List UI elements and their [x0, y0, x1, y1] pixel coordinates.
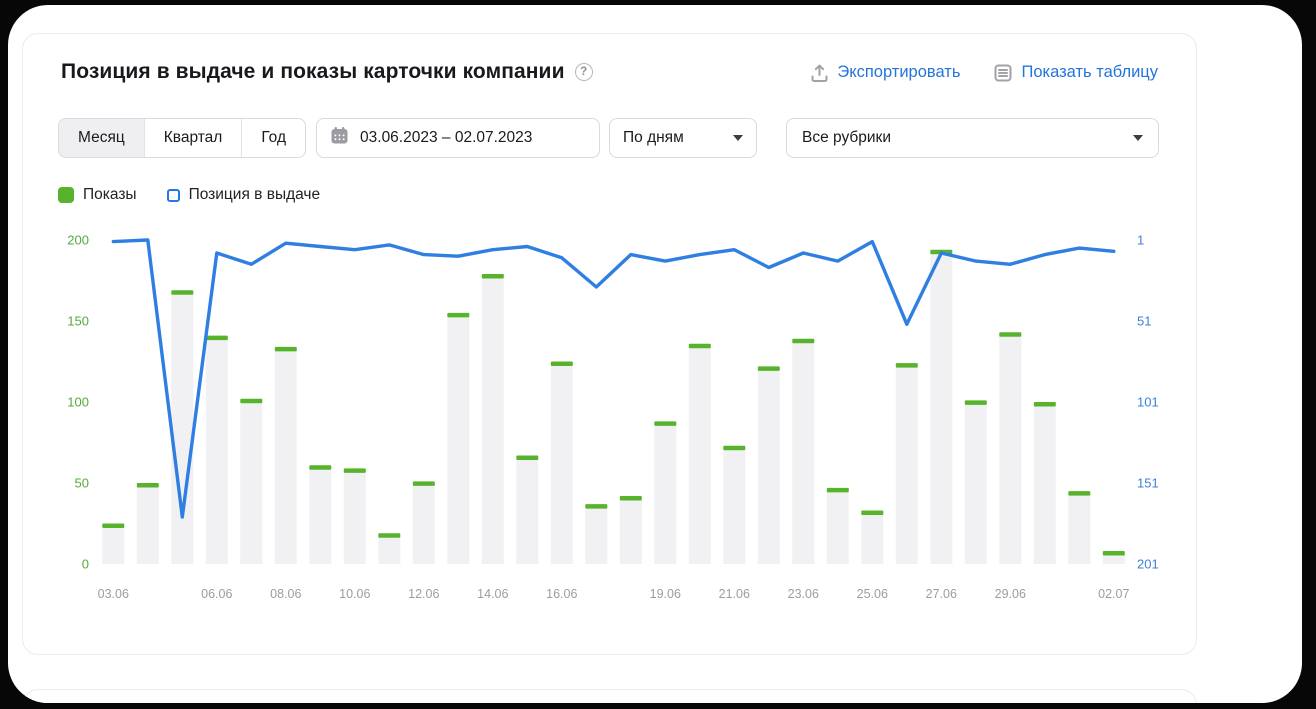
- show-table-label: Показать таблицу: [1021, 63, 1158, 81]
- svg-text:19.06: 19.06: [650, 587, 681, 601]
- granularity-select[interactable]: По дням: [609, 118, 758, 158]
- svg-text:51: 51: [1137, 314, 1151, 329]
- svg-text:21.06: 21.06: [719, 587, 750, 601]
- legend-item-impressions[interactable]: Показы: [58, 186, 137, 204]
- svg-text:16.06: 16.06: [546, 587, 577, 601]
- svg-text:100: 100: [67, 395, 89, 410]
- svg-text:08.06: 08.06: [270, 587, 301, 601]
- svg-text:10.06: 10.06: [339, 587, 370, 601]
- position-swatch: [166, 188, 180, 202]
- legend-position-label: Позиция в выдаче: [188, 186, 321, 203]
- date-range-value: 03.06.2023 – 02.07.2023: [360, 129, 533, 146]
- svg-text:03.06: 03.06: [98, 587, 129, 601]
- page-title: Позиция в выдаче и показы карточки компа…: [61, 60, 565, 83]
- calendar-icon: [330, 126, 349, 150]
- filter-row: Месяц Квартал Год 03.06.2023 – 02.07.202…: [58, 118, 1159, 158]
- svg-text:02.07: 02.07: [1098, 587, 1129, 601]
- tab-year[interactable]: Год: [261, 129, 287, 146]
- card-header: Позиция в выдаче и показы карточки компа…: [61, 60, 593, 84]
- tab-month[interactable]: Месяц: [59, 119, 145, 157]
- app-page: Позиция в выдаче и показы карточки компа…: [8, 5, 1302, 703]
- table-icon: [994, 64, 1012, 82]
- granularity-value: По дням: [623, 129, 684, 146]
- impressions-swatch: [58, 187, 74, 203]
- svg-text:06.06: 06.06: [201, 587, 232, 601]
- chevron-down-icon: [733, 135, 744, 141]
- svg-text:0: 0: [82, 557, 89, 572]
- date-range-input[interactable]: 03.06.2023 – 02.07.2023: [316, 118, 601, 158]
- legend-item-position[interactable]: Позиция в выдаче: [166, 186, 321, 204]
- combo-chart[interactable]: 200 150 100 50 0 1 51 101 151 201 03.06 06.06 08.06 1…: [23, 226, 1198, 626]
- stats-card: Позиция в выдаче и показы карточки компа…: [22, 33, 1197, 655]
- chart-legend: Показы Позиция в выдаче: [58, 186, 320, 204]
- period-segmented-control: Месяц Квартал Год: [58, 118, 307, 158]
- svg-text:1: 1: [1137, 233, 1144, 248]
- svg-text:25.06: 25.06: [857, 587, 888, 601]
- export-icon: [811, 64, 828, 82]
- svg-text:201: 201: [1137, 557, 1159, 572]
- chevron-down-icon: [1133, 135, 1143, 141]
- export-button[interactable]: Экспортировать: [811, 63, 960, 82]
- svg-text:27.06: 27.06: [926, 587, 957, 601]
- svg-text:29.06: 29.06: [995, 587, 1026, 601]
- rubric-value: Все рубрики: [802, 129, 891, 146]
- export-label: Экспортировать: [837, 63, 961, 81]
- help-icon[interactable]: ?: [574, 63, 593, 81]
- svg-text:12.06: 12.06: [408, 587, 439, 601]
- next-card-top: [22, 689, 1197, 703]
- rubric-select[interactable]: Все рубрики: [786, 118, 1159, 158]
- svg-text:23.06: 23.06: [788, 587, 819, 601]
- svg-text:150: 150: [67, 314, 89, 329]
- svg-text:50: 50: [75, 476, 89, 491]
- svg-text:151: 151: [1137, 476, 1159, 491]
- legend-impressions-label: Показы: [83, 186, 137, 203]
- svg-text:200: 200: [67, 233, 89, 248]
- header-actions: Экспортировать Показать таблицу: [811, 63, 1158, 82]
- tab-quarter[interactable]: Квартал: [145, 119, 243, 157]
- svg-text:101: 101: [1137, 395, 1159, 410]
- svg-text:14.06: 14.06: [477, 587, 508, 601]
- show-table-button[interactable]: Показать таблицу: [994, 63, 1158, 82]
